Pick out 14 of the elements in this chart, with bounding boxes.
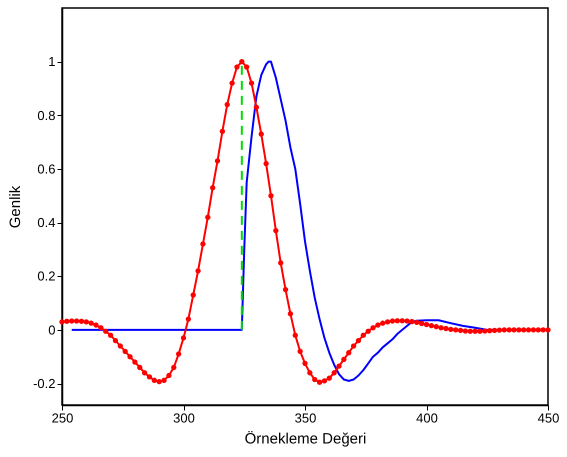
x-tick-label: 300 (173, 410, 195, 426)
y-axis-title: Genlik (7, 185, 24, 228)
y-tick-label: 0 (48, 322, 56, 338)
x-tick-label: 350 (294, 410, 316, 426)
x-tick-label: 400 (416, 410, 438, 426)
y-tick-label: 0.6 (37, 161, 56, 176)
y-tick-label: -0.2 (33, 376, 56, 392)
y-tick-label: 0.4 (37, 215, 56, 230)
y-tick-label: 1 (48, 54, 56, 70)
x-axis-title: Örnekleme Değeri (244, 430, 366, 448)
y-tick-label: 0.8 (37, 108, 56, 123)
y-tick-label: 0.2 (37, 268, 56, 284)
x-tick-label: 250 (52, 410, 74, 426)
x-tick-label: 450 (538, 410, 560, 426)
